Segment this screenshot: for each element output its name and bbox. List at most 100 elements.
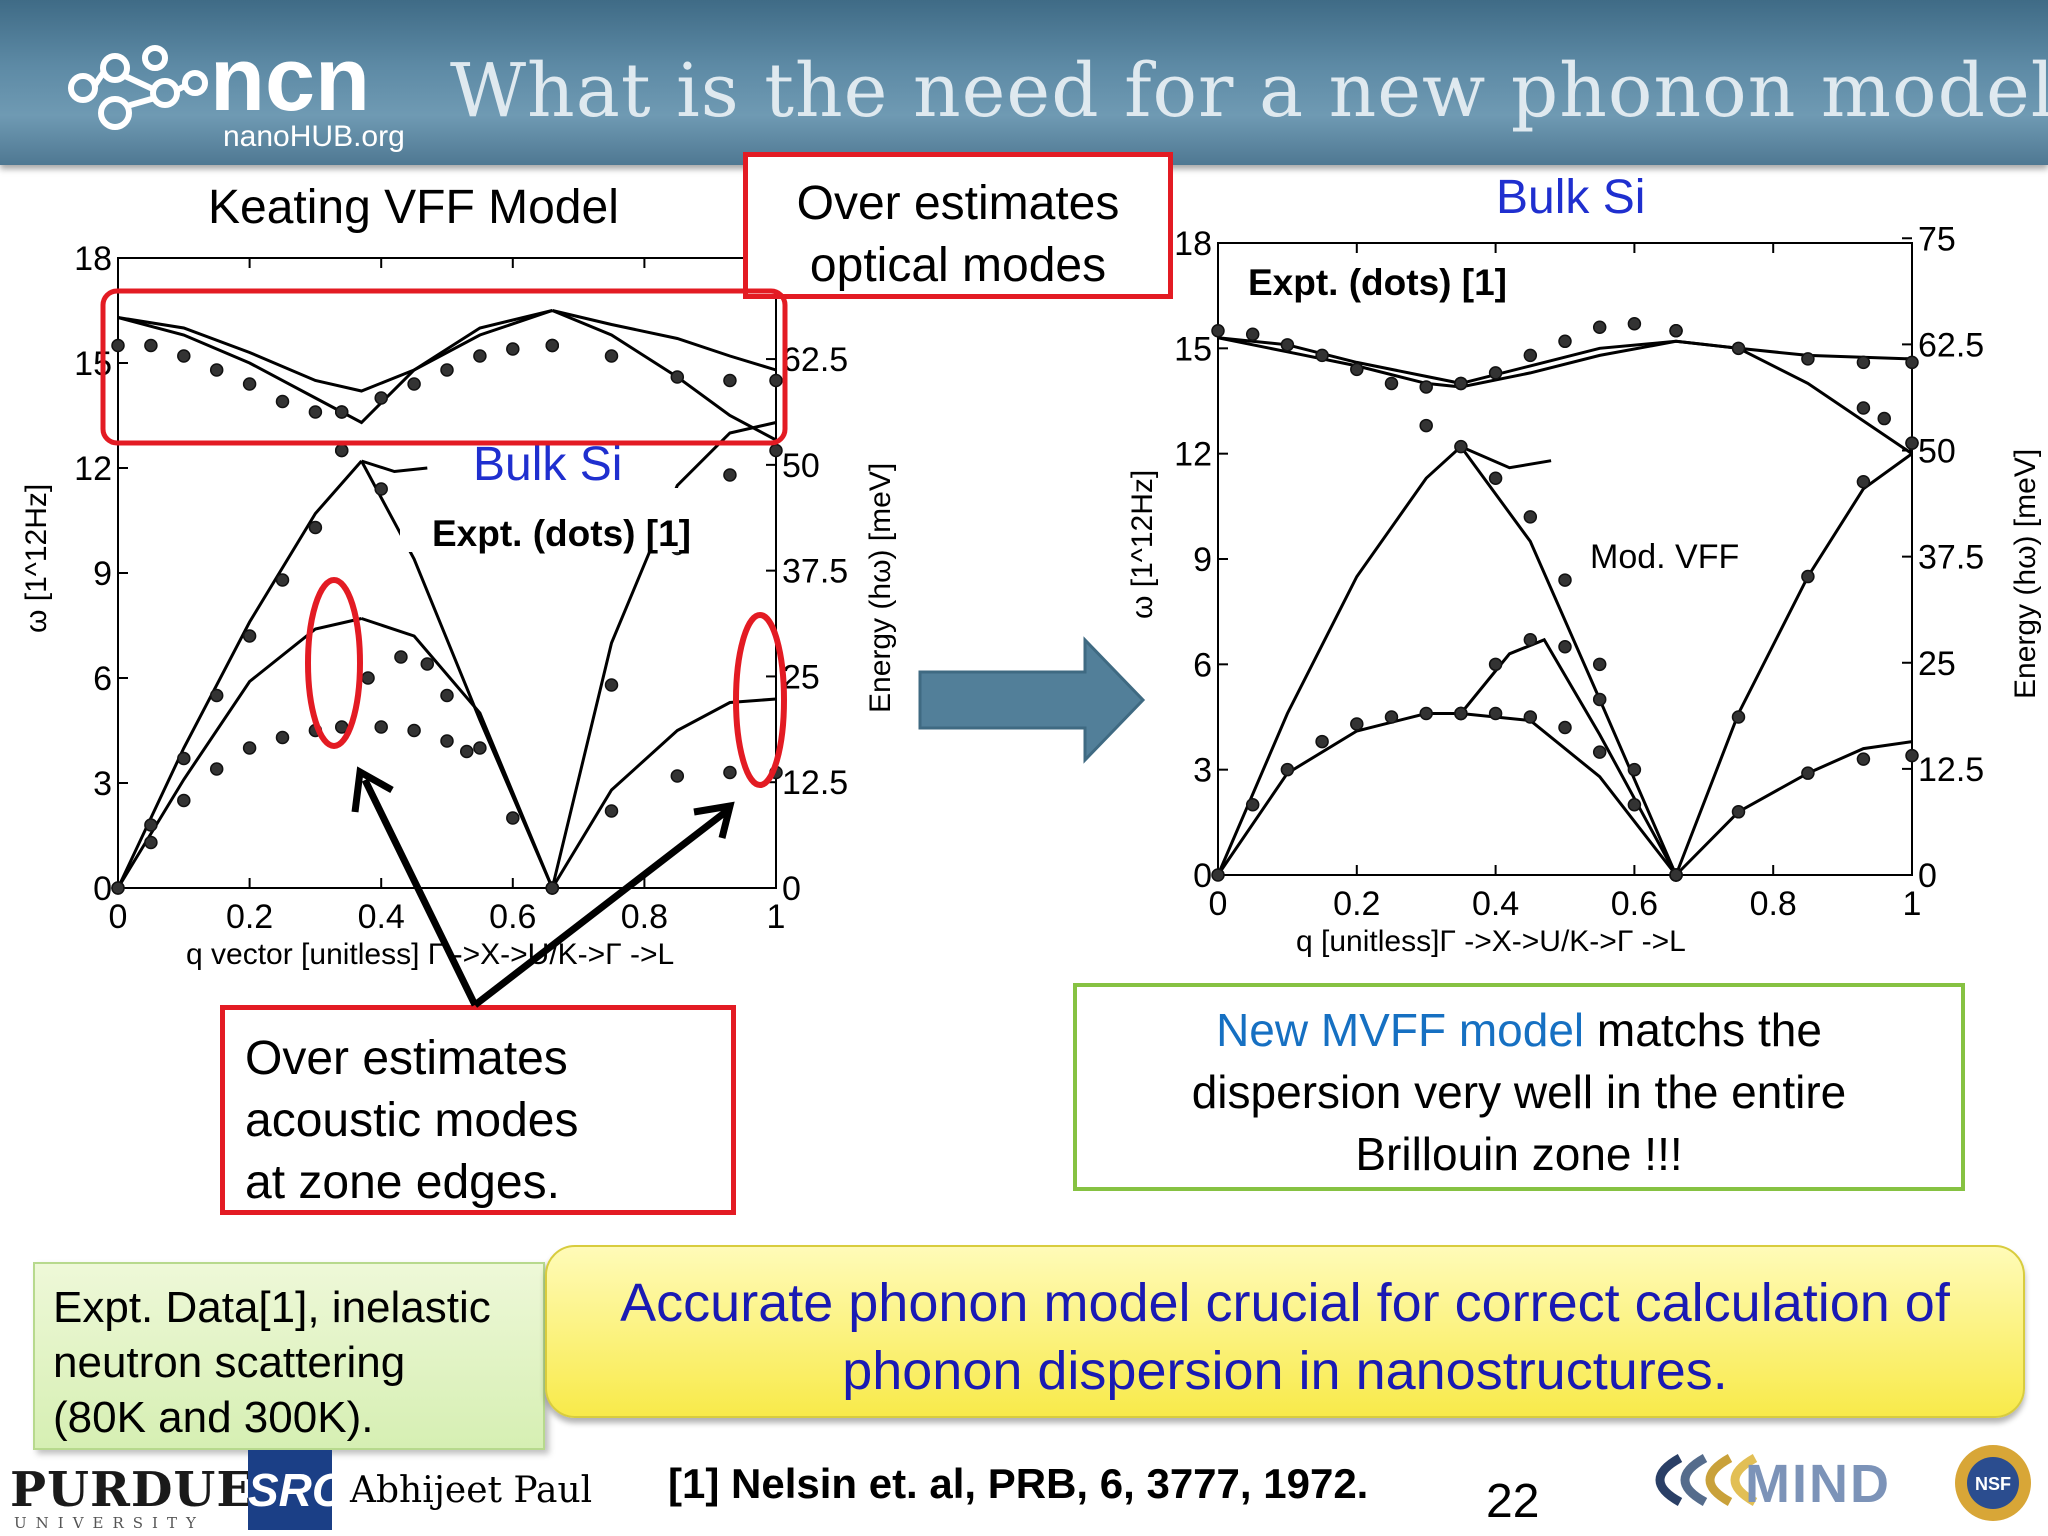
expt-point — [506, 342, 520, 356]
expt-point — [1350, 362, 1364, 377]
expt-point — [440, 688, 454, 703]
y-tick-label-right: 0 — [782, 870, 801, 908]
acoustic-callout: Over estimates acoustic modes at zone ed… — [220, 1005, 736, 1215]
expt-point — [1627, 317, 1642, 331]
y-tick-label-right: 50 — [782, 447, 820, 485]
mvff-line1: matchs the — [1584, 1004, 1822, 1056]
acoustic-callout-line3: at zone edges. — [245, 1156, 560, 1209]
expt-point — [1245, 327, 1260, 342]
x-tick-label: 0.6 — [489, 898, 536, 936]
y-tick-label-right: 12.5 — [1918, 751, 1984, 789]
nanohub-logo-text: nanoHUB.org — [223, 120, 405, 153]
expt-point — [374, 720, 388, 734]
expt-point — [1488, 657, 1503, 672]
nsf-logo: NSF — [1955, 1445, 2031, 1521]
expt-line3: (80K and 300K). — [53, 1393, 374, 1442]
y-tick-label-left: 9 — [93, 555, 112, 593]
expt-point — [1592, 745, 1607, 759]
y-tick-label-left: 6 — [93, 660, 112, 698]
optical-callout-line1: Over estimates — [796, 177, 1120, 230]
x-tick-label: 0.4 — [358, 898, 405, 936]
y-tick-label-right: 37.5 — [1918, 539, 1984, 577]
expt-point — [394, 650, 408, 664]
expt-point — [1669, 868, 1683, 882]
expt-point — [670, 370, 685, 384]
x-tick-label: 0.6 — [1611, 885, 1658, 923]
expt-point — [506, 811, 520, 825]
optical-callout-line2: optical modes — [809, 239, 1107, 292]
expt-point — [723, 373, 737, 388]
y-tick-label-right: 0 — [1918, 857, 1937, 895]
x-tick-label: 0 — [1209, 885, 1228, 923]
left-expt-label: Expt. (dots) [1] — [432, 513, 691, 554]
expt-point — [275, 394, 290, 409]
theory-curve — [1216, 712, 1461, 876]
expt-point — [1627, 762, 1642, 777]
expt-point — [1384, 376, 1399, 391]
expt-point — [1315, 734, 1329, 749]
expt-point — [308, 405, 323, 419]
expt-point — [209, 688, 224, 703]
expt-point — [723, 765, 737, 780]
expt-point — [1245, 798, 1260, 812]
expt-point — [604, 678, 619, 692]
y-tick-label-left: 18 — [1174, 225, 1212, 263]
left-bulk-si-label: Bulk Si — [473, 438, 622, 491]
expt-point — [1384, 710, 1399, 724]
nsf-logo-text: NSF — [1975, 1474, 2011, 1494]
expt-point — [374, 482, 388, 496]
expt-point — [1905, 355, 1919, 370]
expt-point — [1315, 348, 1329, 363]
expt-point — [144, 818, 158, 832]
expt-point — [1801, 352, 1815, 366]
mod-vff-label: Mod. VFF — [1590, 538, 1739, 576]
expt-point — [1592, 657, 1607, 672]
expt-point — [1592, 320, 1607, 335]
y-tick-label-left: 6 — [1193, 646, 1212, 684]
expt-point — [374, 391, 388, 405]
y-tick-label-right: 25 — [782, 658, 820, 696]
acoustic-highlight-ellipse-right — [733, 612, 787, 788]
y-tick-label-left: 0 — [93, 870, 112, 908]
y-axis-label-right: Energy (hω) [meV] — [864, 463, 897, 713]
x-tick-label: 1 — [1903, 885, 1922, 923]
expt-point — [723, 468, 737, 482]
expt-point — [177, 793, 191, 808]
y-tick-label-right: 50 — [1918, 433, 1956, 471]
y-tick-label-right: 75 — [1918, 220, 1956, 258]
y-axis-label-right: Energy (hω) [meV] — [2009, 449, 2042, 699]
y-tick-label-left: 15 — [74, 345, 112, 383]
expt-point — [242, 741, 257, 755]
expt-point — [1211, 324, 1225, 338]
x-tick-label: 1 — [767, 898, 786, 936]
expt-point — [1419, 418, 1433, 433]
expt-point — [1905, 436, 1919, 450]
expt-point — [545, 338, 560, 353]
optical-highlight-box — [100, 288, 788, 446]
expt-point — [209, 762, 224, 776]
expt-line2: neutron scattering — [53, 1338, 406, 1387]
y-tick-label-left: 18 — [74, 240, 112, 278]
mvff-line3: Brillouin zone !!! — [1355, 1128, 1683, 1180]
expt-point — [1419, 380, 1433, 394]
expt-point — [473, 349, 487, 363]
x-axis-label: q vector [unitless] Γ ->X->U/K->Γ ->L — [186, 938, 674, 971]
expt-point — [242, 629, 257, 643]
expt-point — [1731, 710, 1746, 724]
theory-curve — [361, 459, 428, 474]
expt-data-note: Expt. Data[1], inelastic neutron scatter… — [33, 1262, 545, 1450]
expt-point — [1454, 376, 1468, 391]
expt-point — [1488, 471, 1503, 485]
x-tick-label: 0.8 — [621, 898, 668, 936]
expt-point — [275, 730, 290, 745]
y-tick-label-right: 25 — [1918, 645, 1956, 683]
theory-curve — [1459, 637, 1678, 876]
x-tick-label: 0.8 — [1750, 885, 1797, 923]
purdue-logo: PURDUE — [10, 1462, 254, 1518]
acoustic-callout-line2: acoustic modes — [245, 1094, 579, 1147]
nanohub-logo: ncn nanoHUB.org — [68, 30, 405, 153]
src-logo: SRC — [248, 1450, 345, 1530]
expt-point — [1488, 706, 1503, 721]
acoustic-callout-line1: Over estimates — [245, 1032, 568, 1085]
